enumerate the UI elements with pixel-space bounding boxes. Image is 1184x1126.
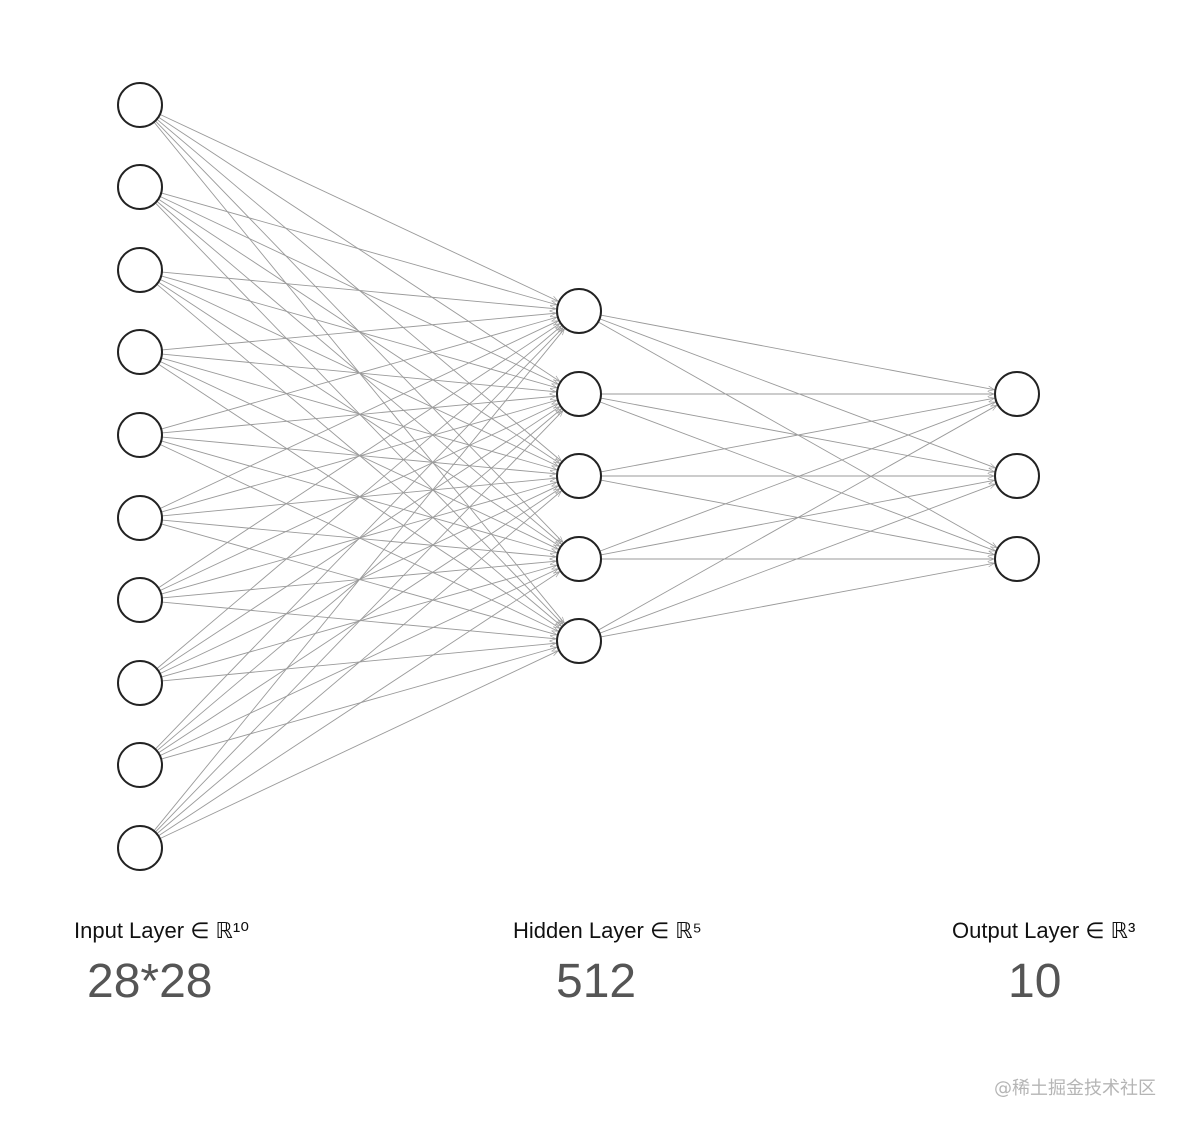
- edge: [161, 357, 557, 470]
- edge: [599, 318, 996, 468]
- edge: [600, 314, 995, 390]
- edge: [599, 484, 996, 634]
- input-node: [117, 577, 163, 623]
- connection-edges: [153, 113, 997, 840]
- edge: [158, 489, 559, 754]
- edge: [161, 313, 556, 351]
- input-node: [117, 742, 163, 788]
- output-node: [994, 536, 1040, 582]
- output-node: [994, 371, 1040, 417]
- input-node: [117, 247, 163, 293]
- neuron-nodes: [117, 82, 1040, 871]
- edge: [158, 572, 559, 837]
- edge: [161, 317, 557, 430]
- output-layer-size: 10: [1008, 955, 1062, 1008]
- edge: [600, 563, 995, 638]
- hidden-layer-size: 512: [556, 955, 637, 1008]
- hidden-node: [556, 371, 602, 417]
- edge: [158, 363, 559, 628]
- edge: [597, 405, 997, 631]
- hidden-layer-label: Hidden Layer ∈ ℝ⁵: [513, 918, 702, 943]
- input-node: [117, 825, 163, 871]
- hidden-node: [556, 536, 602, 582]
- edge: [154, 411, 563, 833]
- input-node: [117, 660, 163, 706]
- edge: [161, 271, 556, 309]
- edge: [161, 647, 557, 760]
- edge: [159, 650, 558, 840]
- edge: [161, 192, 557, 305]
- watermark: @稀土掘金技术社区: [994, 1078, 1156, 1099]
- edge: [159, 320, 558, 510]
- input-layer-size: 28*28: [87, 955, 213, 1008]
- edge: [158, 324, 559, 589]
- input-layer-label: Input Layer ∈ ℝ¹⁰: [74, 918, 250, 943]
- edge: [156, 326, 562, 670]
- input-node: [117, 82, 163, 128]
- input-node: [117, 164, 163, 210]
- hidden-node: [556, 618, 602, 664]
- input-node: [117, 412, 163, 458]
- input-node: [117, 329, 163, 375]
- output-layer-label: Output Layer ∈ ℝ³: [952, 918, 1136, 943]
- input-node: [117, 495, 163, 541]
- edge: [156, 491, 562, 835]
- edge: [154, 328, 563, 750]
- edge: [159, 113, 558, 302]
- edge: [599, 402, 996, 552]
- output-node: [994, 453, 1040, 499]
- edge: [600, 398, 995, 473]
- hidden-node: [556, 288, 602, 334]
- hidden-node: [556, 453, 602, 499]
- edge: [153, 329, 565, 832]
